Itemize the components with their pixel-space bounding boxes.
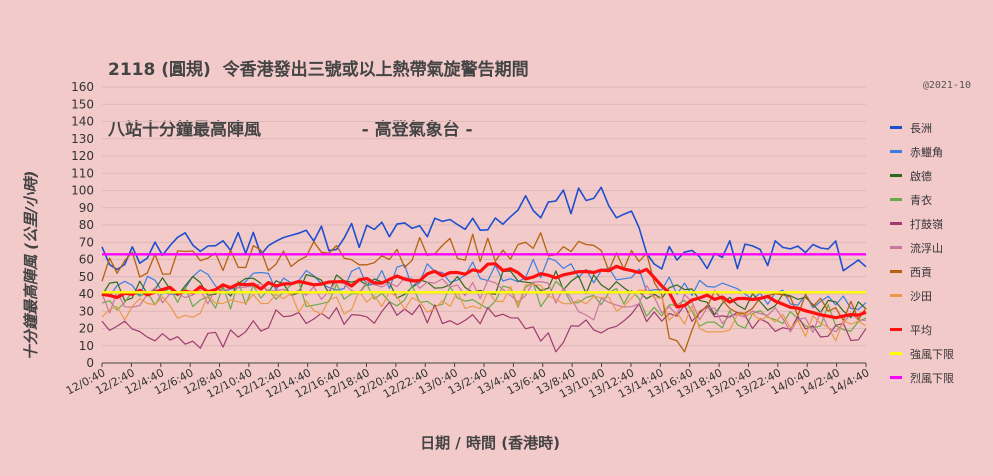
series-line (101, 283, 867, 342)
legend-item: 烈風下限 (890, 370, 990, 385)
legend-label: 打鼓嶺 (910, 218, 943, 231)
y-tick-label: 0 (86, 356, 94, 370)
y-tick-label: 140 (71, 115, 94, 129)
y-tick-label: 120 (71, 149, 94, 163)
chart-title-line1: 2118 (圓規) 令香港發出三號或以上熱帶氣旋警告期間 (108, 60, 529, 80)
legend-item: 長洲 (890, 120, 990, 135)
legend-item: 流浮山 (890, 240, 990, 255)
legend-label: 啟德 (910, 170, 932, 183)
legend-item: 平均 (890, 322, 990, 337)
series-line (101, 262, 867, 320)
y-tick-label: 80 (79, 218, 94, 232)
legend-label: 赤鱲角 (910, 146, 943, 159)
y-tick-label: 150 (71, 97, 94, 111)
legend-item: 青衣 (890, 192, 990, 207)
y-axis-ticks: 0 10 20 30 40 50 60 70 80 90 100 110 120 130 140 150 160 (71, 80, 94, 370)
y-tick-label: 50 (79, 270, 94, 284)
legend-item: 赤鱲角 (890, 144, 990, 159)
y-tick-label: 20 (79, 322, 94, 336)
legend-swatch (890, 294, 902, 297)
legend-item: 強風下限 (890, 346, 990, 361)
legend-item: 西貢 (890, 264, 990, 279)
series-line (101, 257, 867, 311)
y-tick-label: 70 (79, 235, 94, 249)
grid-lines (102, 86, 866, 364)
series-line (101, 186, 867, 272)
y-tick-label: 30 (79, 304, 94, 318)
y-tick-label: 40 (79, 287, 94, 301)
legend-label: 平均 (910, 324, 932, 337)
y-tick-label: 90 (79, 201, 94, 215)
copyright-label: @2021-10 (922, 80, 971, 91)
legend-swatch (890, 270, 902, 273)
y-tick-label: 10 (79, 339, 94, 353)
legend-swatch (890, 328, 902, 331)
legend-item: 啟德 (890, 168, 990, 183)
series-line (101, 280, 867, 332)
x-axis-label: 日期 / 時間 (香港時) (420, 434, 560, 452)
legend-swatch (890, 198, 902, 201)
legend-swatch (890, 222, 902, 225)
legend-swatch (890, 126, 902, 129)
legend-swatch (890, 150, 902, 153)
x-axis-ticks: 12/0:4012/2:4012/4:4012/6:4012/8:4012/10… (64, 363, 871, 401)
legend-label: 烈風下限 (910, 372, 954, 385)
legend-label: 長洲 (910, 122, 932, 135)
y-axis-label: 十分鐘最高陣風 (公里/小時) (22, 170, 40, 360)
legend-swatch (890, 246, 902, 249)
y-tick-label: 160 (71, 80, 94, 94)
chart-title-line2: 八站十分鐘最高陣風 - 高登氣象台 - (108, 120, 473, 140)
legend-label: 強風下限 (910, 348, 954, 361)
y-tick-label: 130 (71, 132, 94, 146)
chart-title: 2118 (圓規) 令香港發出三號或以上熱帶氣旋警告期間 八站十分鐘最高陣風 -… (108, 20, 529, 160)
legend-swatch (890, 376, 902, 379)
legend-label: 西貢 (910, 266, 932, 279)
legend-item: 打鼓嶺 (890, 216, 990, 231)
legend-label: 沙田 (910, 290, 932, 303)
y-tick-label: 100 (71, 184, 94, 198)
legend-label: 流浮山 (910, 242, 943, 255)
legend-label: 青衣 (910, 194, 932, 207)
y-tick-label: 60 (79, 253, 94, 267)
legend-item: 沙田 (890, 288, 990, 303)
y-tick-label: 110 (71, 166, 94, 180)
series-lines (101, 186, 867, 353)
legend-swatch (890, 352, 902, 355)
legend-swatch (890, 174, 902, 177)
